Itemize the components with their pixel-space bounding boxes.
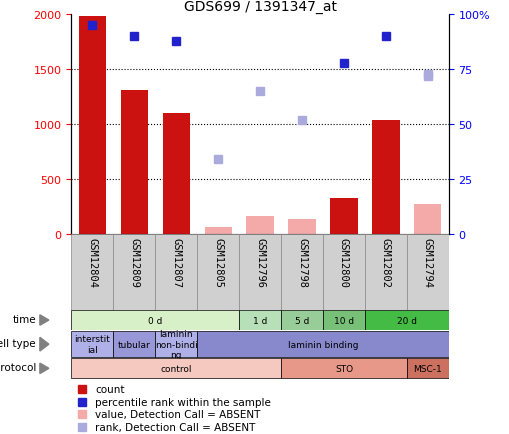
Bar (330, 198, 357, 234)
Bar (280, 358, 406, 378)
Bar (162, 114, 189, 234)
Text: 5 d: 5 d (294, 316, 308, 325)
Polygon shape (40, 315, 49, 326)
Text: value, Detection Call = ABSENT: value, Detection Call = ABSENT (95, 409, 260, 419)
Bar (78, 17, 106, 234)
Text: GSM12804: GSM12804 (87, 237, 97, 287)
Bar (204, 228, 232, 234)
Text: STO: STO (334, 364, 352, 373)
Bar (322, 234, 364, 310)
Bar (113, 234, 155, 310)
Bar (322, 310, 364, 330)
Text: cell type: cell type (0, 338, 36, 348)
Text: control: control (160, 364, 191, 373)
Title: GDS699 / 1391347_at: GDS699 / 1391347_at (183, 0, 336, 14)
Text: GSM12802: GSM12802 (380, 237, 390, 287)
Text: 1 d: 1 d (252, 316, 267, 325)
Text: count: count (95, 385, 125, 395)
Text: laminin
non-bindi
ng: laminin non-bindi ng (155, 329, 197, 359)
Bar (364, 310, 448, 330)
Bar (372, 120, 399, 234)
Bar (406, 358, 448, 378)
Bar (246, 217, 273, 234)
Text: GSM12800: GSM12800 (338, 237, 348, 287)
Text: GSM12809: GSM12809 (129, 237, 139, 287)
Text: time: time (12, 314, 36, 324)
Bar (239, 310, 280, 330)
Text: 0 d: 0 d (148, 316, 162, 325)
Text: MSC-1: MSC-1 (413, 364, 441, 373)
Bar (280, 310, 322, 330)
Text: 20 d: 20 d (396, 316, 416, 325)
Bar (413, 205, 441, 234)
Text: GSM12796: GSM12796 (254, 237, 265, 287)
Text: GSM12798: GSM12798 (296, 237, 306, 287)
Text: interstit
ial: interstit ial (74, 335, 110, 354)
Bar (364, 234, 406, 310)
Bar (155, 234, 197, 310)
Text: tubular: tubular (118, 340, 150, 349)
Bar (155, 331, 197, 358)
Bar (121, 91, 148, 234)
Bar (71, 310, 239, 330)
Bar (280, 234, 322, 310)
Text: growth protocol: growth protocol (0, 362, 36, 372)
Bar (406, 234, 448, 310)
Bar (197, 234, 239, 310)
Bar (113, 331, 155, 358)
Text: percentile rank within the sample: percentile rank within the sample (95, 397, 271, 407)
Bar (71, 358, 280, 378)
Polygon shape (40, 338, 49, 351)
Text: GSM12794: GSM12794 (422, 237, 432, 287)
Bar (197, 331, 448, 358)
Bar (288, 219, 315, 234)
Text: 10 d: 10 d (333, 316, 353, 325)
Bar (71, 331, 113, 358)
Polygon shape (40, 363, 49, 374)
Text: GSM12807: GSM12807 (171, 237, 181, 287)
Bar (71, 234, 113, 310)
Text: laminin binding: laminin binding (287, 340, 357, 349)
Bar (239, 234, 280, 310)
Text: rank, Detection Call = ABSENT: rank, Detection Call = ABSENT (95, 422, 255, 432)
Text: GSM12805: GSM12805 (213, 237, 223, 287)
